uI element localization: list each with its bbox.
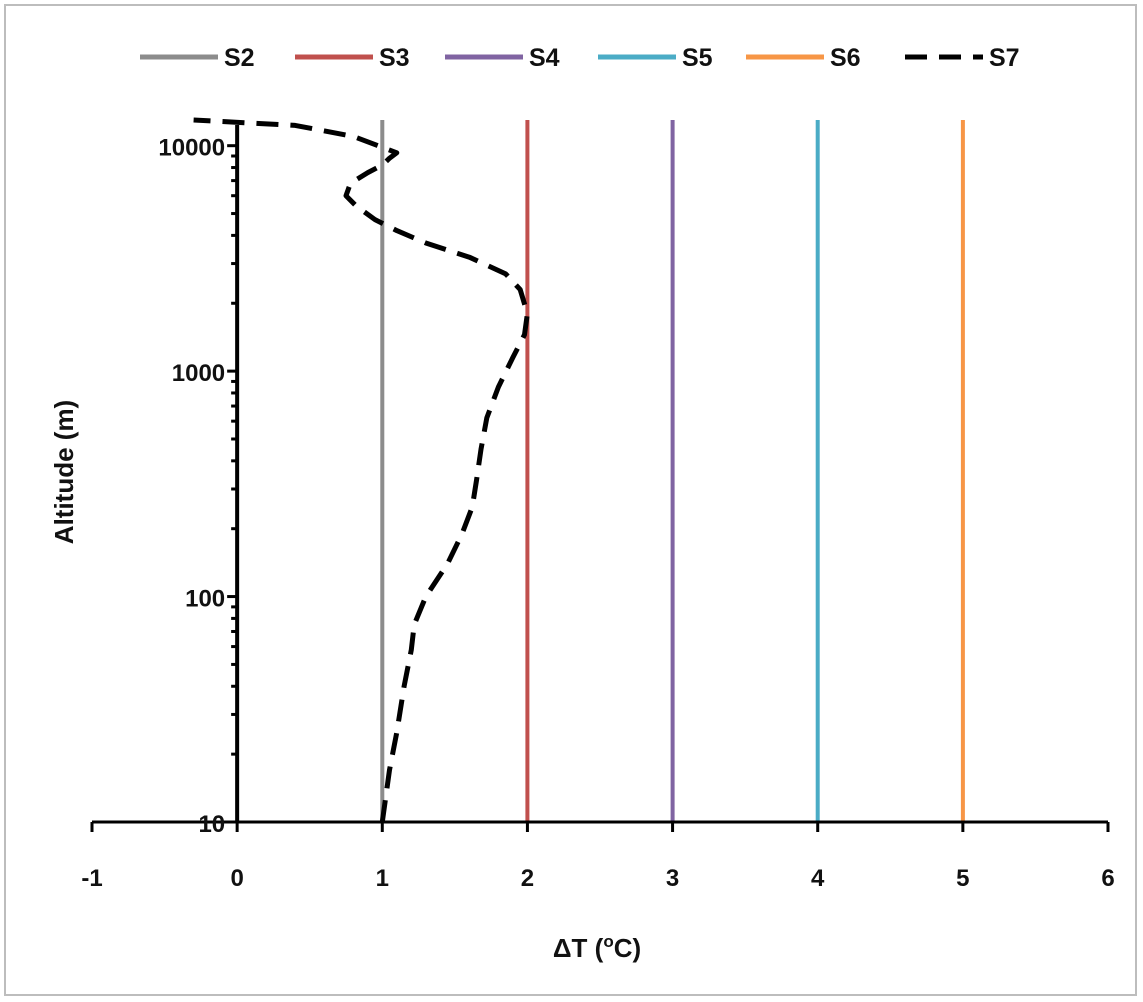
chart-frame <box>4 4 1137 996</box>
x-tick-label: 1 <box>376 865 389 892</box>
labels-layer: -1 0 1 2 3 4 5 6 10 100 1000 10000 <box>81 135 1114 892</box>
y-tick-label: 10000 <box>158 135 225 162</box>
x-tick-label: 0 <box>230 865 243 892</box>
legend-label-s2: S2 <box>224 44 255 72</box>
x-tick-label: 4 <box>811 865 825 892</box>
x-axis-title-unit: C) <box>614 933 641 963</box>
legend-label-s4: S4 <box>529 44 560 72</box>
legend: S2 S3 S4 S5 S6 S7 <box>140 44 1020 72</box>
x-tick-label: 5 <box>956 865 969 892</box>
legend-label-s7: S7 <box>989 44 1020 72</box>
axes-layer <box>90 125 1110 832</box>
x-tick-label: 3 <box>666 865 679 892</box>
x-tick-label: 2 <box>521 865 534 892</box>
x-tick-label: -1 <box>81 865 102 892</box>
series-layer <box>193 117 965 823</box>
y-tick-label: 1000 <box>172 360 225 387</box>
legend-label-s5: S5 <box>682 44 713 72</box>
y-tick-label: 10 <box>198 811 225 838</box>
x-axis-title: ΔT (oC) <box>553 932 641 963</box>
x-axis-title-superscript: o <box>603 932 613 951</box>
x-axis-title-main: ΔT ( <box>553 933 604 963</box>
legend-label-s3: S3 <box>379 44 410 72</box>
y-axis-title: Altitude (m) <box>49 400 79 544</box>
legend-label-s6: S6 <box>830 44 861 72</box>
x-tick-label: 6 <box>1101 865 1114 892</box>
series-line-s7 <box>193 117 530 823</box>
y-tick-label: 100 <box>185 586 225 613</box>
